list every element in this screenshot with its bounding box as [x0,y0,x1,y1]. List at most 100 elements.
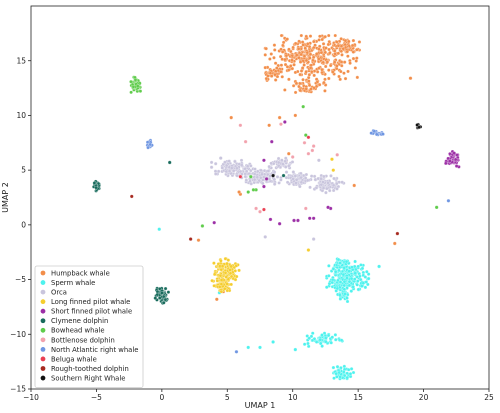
data-point [298,88,303,93]
data-point [366,282,370,287]
data-point [307,79,311,83]
data-point [129,194,134,199]
data-point [238,169,243,174]
data-point [269,52,273,56]
series-bowhead-whale [129,75,439,228]
data-point [372,129,377,133]
data-point [355,48,359,52]
data-point [259,175,263,180]
data-point [309,87,313,91]
data-point [349,289,354,293]
data-point [219,259,223,263]
data-point [444,161,448,166]
data-point [338,293,342,297]
data-point [281,173,286,178]
data-point [322,174,326,179]
data-point [354,59,358,63]
data-point [252,172,257,176]
data-point [355,56,359,60]
data-point [284,156,288,160]
data-point [381,132,385,136]
data-point [275,66,279,70]
data-point [278,70,283,74]
x-tick-label: 0 [159,393,164,402]
data-point [291,170,296,174]
data-point [331,267,336,271]
data-point [315,70,320,74]
data-point [338,297,343,301]
data-point [209,160,214,165]
data-point [342,71,346,75]
data-point [245,164,250,168]
legend-label: Bottlenose dolphin [51,336,115,344]
data-point [311,216,316,221]
y-tick-label: 10 [16,111,26,120]
data-point [290,155,295,159]
series-long-finned-pilot-whale [210,157,336,294]
data-point [325,186,329,191]
data-point [234,349,239,354]
legend-label: Long finned pilot whale [51,298,130,306]
data-point [310,69,314,74]
data-point [314,186,319,190]
data-point [266,74,270,78]
data-point [303,206,308,211]
data-point [366,276,371,281]
data-point [225,261,229,266]
data-point [353,271,357,276]
data-point [262,158,266,163]
data-point [349,276,354,281]
data-point [311,237,316,241]
data-point [291,45,295,50]
data-point [337,74,341,79]
data-point [284,165,288,169]
data-point [339,44,344,48]
series-southern-right-whale [271,122,423,178]
data-point [272,43,277,47]
data-point [234,264,239,268]
data-point [342,279,347,284]
data-point [453,157,458,162]
data-point [212,272,217,277]
data-point [335,364,340,369]
data-point [289,49,293,54]
data-point [229,282,233,287]
data-point [249,174,253,179]
data-point [209,165,214,169]
data-point [94,185,98,190]
data-point [262,184,266,189]
data-point [235,166,239,171]
data-point [324,46,328,50]
data-point [167,160,172,165]
data-point [353,277,357,281]
data-point [283,120,287,124]
data-point [305,334,309,338]
data-point [246,190,251,194]
series-orca [209,156,346,241]
data-point [339,60,344,64]
series-rough-toothed-dolphin [129,194,400,241]
data-point [293,347,298,352]
data-point [300,66,305,70]
data-point [227,169,232,173]
data-point [224,163,229,168]
data-point [317,66,321,70]
data-point [225,288,230,293]
data-point [334,371,338,376]
data-point [278,54,283,59]
data-point [329,174,333,178]
data-point [302,140,307,145]
data-point [283,159,287,163]
data-point [331,183,336,188]
data-point [261,181,265,186]
data-point [309,174,314,178]
data-point [223,271,228,275]
legend-marker [40,299,46,305]
data-point [229,264,234,269]
data-point [138,89,143,93]
data-point [258,209,262,214]
data-point [343,292,347,296]
data-point [328,50,332,55]
data-point [365,270,369,274]
data-point [375,132,379,137]
